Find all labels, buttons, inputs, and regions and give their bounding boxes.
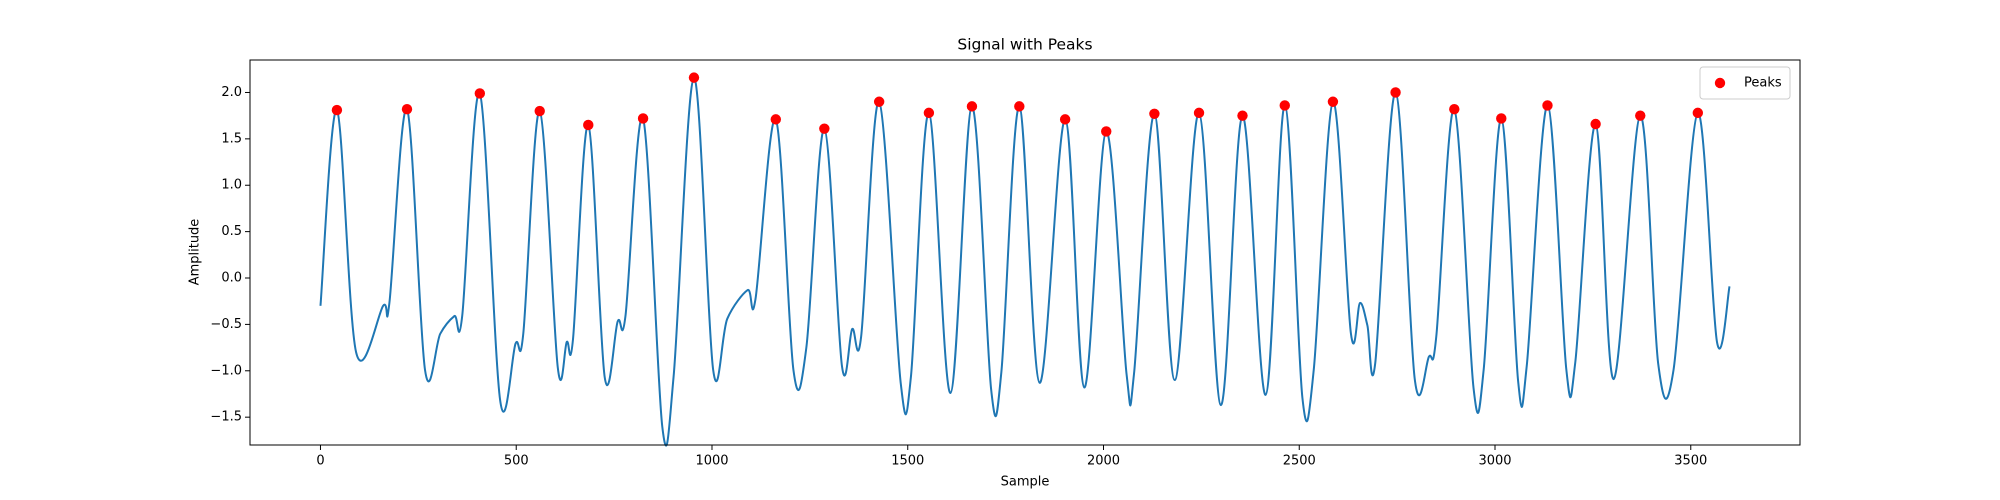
axes-frame — [249, 59, 1801, 446]
peak-marker — [1279, 100, 1290, 111]
x-tick-label: 3000 — [1478, 454, 1511, 469]
x-tick-label: 0 — [316, 454, 324, 469]
y-tick-label: 2.0 — [221, 85, 242, 100]
x-tick-label: 3500 — [1674, 454, 1707, 469]
x-tick-label: 1500 — [891, 454, 924, 469]
y-axis-label: Amplitude — [188, 219, 203, 286]
x-tick-label: 2000 — [1087, 454, 1120, 469]
peak-marker — [1059, 114, 1071, 125]
y-tick-label: −1.0 — [210, 363, 242, 378]
y-tick-label: −0.5 — [210, 317, 242, 332]
legend-box — [1699, 66, 1791, 100]
peak-marker — [688, 72, 700, 83]
peak-marker — [401, 103, 413, 115]
peak-marker — [1237, 110, 1248, 121]
y-tick-label: 1.0 — [221, 178, 242, 193]
x-tick-label: 2500 — [1283, 454, 1316, 469]
peak-marker — [1496, 113, 1507, 124]
peak-marker — [1635, 110, 1646, 121]
peak-marker — [770, 114, 782, 125]
peak-marker — [819, 123, 830, 134]
peak-marker — [873, 96, 885, 107]
y-tick-label: −1.5 — [210, 410, 242, 425]
peak-marker — [583, 119, 594, 131]
chart-title: Signal with Peaks — [957, 36, 1092, 54]
x-tick-label: 500 — [504, 454, 529, 469]
peak-marker — [637, 113, 649, 124]
peak-marker — [966, 101, 978, 112]
peak-marker — [1149, 108, 1160, 120]
peak-marker — [331, 104, 343, 116]
peak-marker — [1327, 96, 1339, 107]
legend-label: Peaks — [1744, 76, 1782, 91]
y-tick-label: 0.5 — [221, 224, 242, 239]
x-axis-label: Sample — [1001, 475, 1050, 490]
peak-marker — [1542, 100, 1553, 111]
peak-marker — [1449, 103, 1460, 115]
peak-marker — [923, 107, 935, 119]
peak-marker — [1692, 107, 1704, 119]
peak-marker — [1101, 126, 1112, 137]
peak-marker — [534, 105, 545, 117]
peak-marker — [1193, 107, 1205, 119]
y-tick-label: 0.0 — [221, 271, 242, 286]
x-tick-label: 1000 — [695, 454, 728, 469]
signal-line — [319, 76, 1731, 447]
y-tick-label: 1.5 — [221, 131, 242, 146]
peak-marker — [1014, 101, 1025, 112]
peak-marker — [1590, 118, 1601, 130]
peak-marker — [1390, 87, 1401, 98]
peak-marker — [474, 88, 486, 99]
legend-marker — [1714, 77, 1726, 89]
